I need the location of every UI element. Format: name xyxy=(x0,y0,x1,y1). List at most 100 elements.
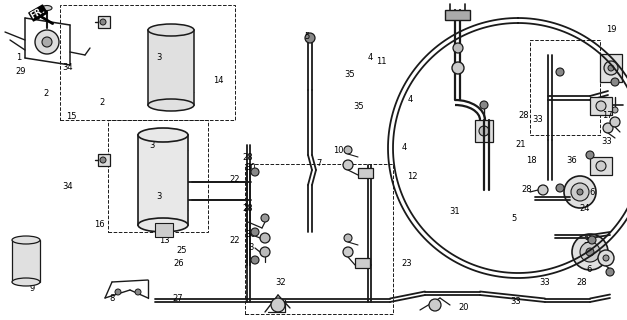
Text: 36: 36 xyxy=(566,156,577,165)
Bar xyxy=(530,40,600,135)
Ellipse shape xyxy=(42,5,52,11)
Circle shape xyxy=(35,30,59,54)
Circle shape xyxy=(586,248,594,256)
Text: 33: 33 xyxy=(510,297,521,306)
Circle shape xyxy=(603,255,609,261)
Text: 28: 28 xyxy=(243,153,253,162)
Text: 3: 3 xyxy=(248,243,253,252)
Circle shape xyxy=(538,185,548,195)
Text: FR.: FR. xyxy=(29,5,47,21)
Circle shape xyxy=(100,19,106,25)
Text: 8: 8 xyxy=(109,294,114,303)
Text: 28: 28 xyxy=(522,185,532,194)
Text: 3: 3 xyxy=(156,53,161,62)
Text: 26: 26 xyxy=(174,259,184,268)
Text: 29: 29 xyxy=(16,67,26,76)
Circle shape xyxy=(612,107,618,113)
Circle shape xyxy=(480,101,488,109)
Circle shape xyxy=(453,43,463,53)
Ellipse shape xyxy=(138,128,188,142)
Bar xyxy=(600,54,622,82)
Bar xyxy=(98,154,110,166)
Bar xyxy=(355,258,370,268)
Text: 2: 2 xyxy=(99,98,104,107)
Circle shape xyxy=(596,161,606,171)
Circle shape xyxy=(610,117,620,127)
Text: 4: 4 xyxy=(408,95,413,104)
Text: 23: 23 xyxy=(401,259,411,268)
Circle shape xyxy=(305,33,315,43)
Circle shape xyxy=(344,146,352,154)
Bar xyxy=(60,5,235,120)
Circle shape xyxy=(603,123,613,133)
Text: 1: 1 xyxy=(16,53,21,62)
Text: 20: 20 xyxy=(459,303,469,312)
Bar xyxy=(445,10,470,20)
Bar xyxy=(12,240,40,282)
Text: 33: 33 xyxy=(601,137,613,146)
Text: 24: 24 xyxy=(579,204,589,213)
Text: 28: 28 xyxy=(577,278,587,287)
Circle shape xyxy=(479,126,489,136)
Bar xyxy=(358,168,373,178)
Text: 18: 18 xyxy=(527,156,537,165)
Circle shape xyxy=(135,289,141,295)
Circle shape xyxy=(611,78,619,86)
Text: 16: 16 xyxy=(94,220,104,229)
Circle shape xyxy=(588,236,596,244)
Text: 11: 11 xyxy=(376,57,386,66)
Circle shape xyxy=(251,228,259,236)
Text: 6: 6 xyxy=(587,265,592,274)
Text: 30: 30 xyxy=(583,236,593,245)
Ellipse shape xyxy=(148,24,194,36)
Bar xyxy=(108,120,208,232)
Circle shape xyxy=(608,65,614,71)
Text: 30: 30 xyxy=(246,163,256,172)
Circle shape xyxy=(606,268,614,276)
Text: 35: 35 xyxy=(344,70,354,79)
Text: 14: 14 xyxy=(213,76,223,85)
Circle shape xyxy=(100,157,106,163)
Text: 34: 34 xyxy=(63,182,73,191)
Text: 3: 3 xyxy=(156,192,161,201)
Text: 4: 4 xyxy=(402,143,407,152)
Text: 31: 31 xyxy=(450,207,460,216)
Circle shape xyxy=(564,176,596,208)
Text: 12: 12 xyxy=(408,172,418,181)
Text: 13: 13 xyxy=(159,236,169,245)
Circle shape xyxy=(260,247,270,257)
Text: 9: 9 xyxy=(30,284,35,293)
Circle shape xyxy=(452,62,464,74)
Text: 32: 32 xyxy=(276,278,286,287)
Bar xyxy=(590,157,612,175)
Text: 6: 6 xyxy=(590,188,595,197)
Text: 5: 5 xyxy=(512,214,517,223)
Bar xyxy=(475,120,493,142)
Circle shape xyxy=(556,184,564,192)
Bar xyxy=(245,164,393,314)
Text: 4: 4 xyxy=(367,53,372,62)
Ellipse shape xyxy=(12,236,40,244)
Text: 33: 33 xyxy=(539,278,550,287)
Circle shape xyxy=(586,151,594,159)
Text: 28: 28 xyxy=(519,111,529,120)
Text: 35: 35 xyxy=(354,102,364,111)
Circle shape xyxy=(343,160,353,170)
Circle shape xyxy=(251,168,259,176)
Circle shape xyxy=(115,289,121,295)
Text: 21: 21 xyxy=(515,140,525,149)
Text: 33: 33 xyxy=(532,115,544,124)
Circle shape xyxy=(572,234,608,270)
Text: 7: 7 xyxy=(316,159,321,168)
Circle shape xyxy=(604,61,618,75)
Bar xyxy=(138,135,188,225)
Ellipse shape xyxy=(12,278,40,286)
Circle shape xyxy=(429,299,441,311)
Text: 27: 27 xyxy=(172,294,182,303)
Circle shape xyxy=(344,234,352,242)
Text: 30: 30 xyxy=(246,230,256,239)
Circle shape xyxy=(598,250,614,266)
Bar xyxy=(148,30,194,105)
Circle shape xyxy=(343,247,353,257)
Text: 22: 22 xyxy=(230,175,240,184)
